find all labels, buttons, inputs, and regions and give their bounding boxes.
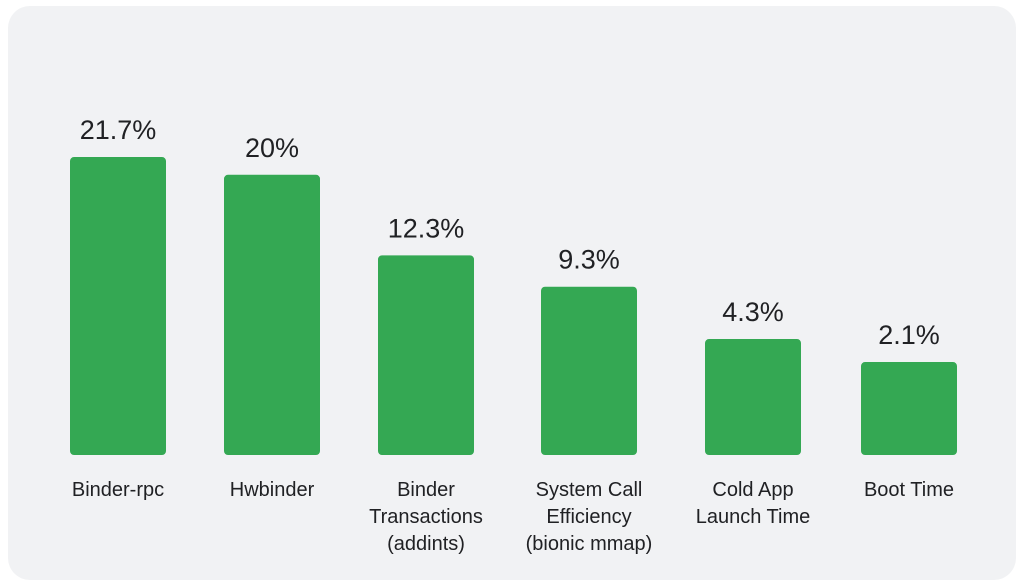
category-label: Binder (397, 479, 455, 501)
bar (861, 362, 957, 455)
category-label: Efficiency (546, 506, 631, 528)
category-label: Boot Time (864, 479, 954, 501)
category-label: (addints) (387, 533, 465, 555)
category-label: Hwbinder (230, 479, 315, 501)
bar (70, 157, 166, 455)
value-label: 21.7% (80, 115, 157, 145)
category-label: Cold App (712, 479, 793, 501)
value-label: 2.1% (878, 320, 940, 350)
category-label: (bionic mmap) (526, 533, 653, 555)
value-label: 4.3% (722, 297, 784, 327)
bar (705, 339, 801, 455)
value-label: 20% (245, 133, 299, 163)
category-label: Transactions (369, 506, 483, 528)
bar (541, 286, 637, 455)
category-label: Binder-rpc (72, 479, 164, 501)
value-label: 9.3% (558, 245, 620, 275)
category-label: System Call (536, 479, 643, 501)
category-label: Launch Time (696, 506, 811, 528)
bar (224, 174, 320, 456)
value-label: 12.3% (388, 213, 465, 243)
chart-card (8, 6, 1016, 580)
bar (378, 255, 474, 455)
